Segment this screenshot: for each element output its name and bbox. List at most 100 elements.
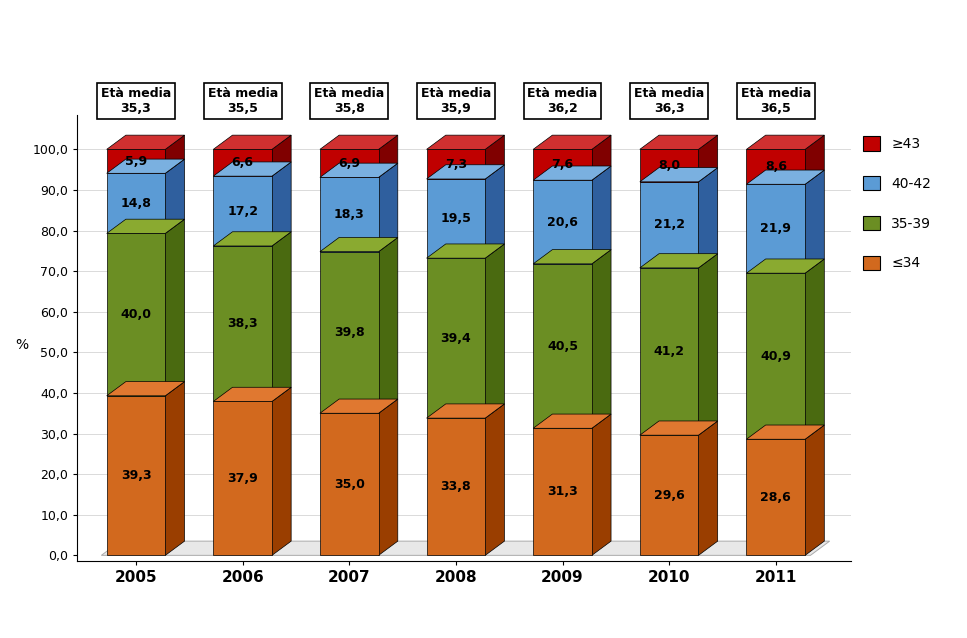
- Polygon shape: [747, 170, 824, 184]
- Text: 39,8: 39,8: [334, 326, 365, 339]
- Bar: [533, 264, 592, 428]
- Text: 14,8: 14,8: [121, 197, 152, 210]
- Text: 7,3: 7,3: [445, 158, 467, 171]
- Text: 40,9: 40,9: [760, 350, 791, 363]
- Text: 21,2: 21,2: [654, 218, 685, 232]
- Polygon shape: [379, 135, 397, 177]
- Bar: [747, 273, 806, 439]
- Bar: [533, 428, 592, 555]
- Text: 35,0: 35,0: [334, 478, 365, 491]
- Y-axis label: %: %: [15, 338, 28, 352]
- Polygon shape: [485, 135, 505, 179]
- Polygon shape: [806, 425, 824, 555]
- Bar: [747, 439, 806, 555]
- Polygon shape: [272, 232, 291, 401]
- Text: 20,6: 20,6: [547, 216, 578, 228]
- Text: 19,5: 19,5: [440, 212, 471, 225]
- Bar: [426, 418, 485, 555]
- Polygon shape: [214, 162, 291, 176]
- Polygon shape: [426, 244, 505, 258]
- Polygon shape: [747, 425, 824, 439]
- Bar: [320, 149, 379, 177]
- Bar: [747, 149, 806, 184]
- Text: 18,3: 18,3: [334, 208, 365, 221]
- Polygon shape: [592, 166, 611, 264]
- Text: 17,2: 17,2: [227, 205, 258, 218]
- Polygon shape: [106, 159, 185, 174]
- Polygon shape: [640, 421, 718, 435]
- Polygon shape: [102, 541, 830, 555]
- Polygon shape: [533, 414, 611, 428]
- Text: 40,5: 40,5: [547, 339, 578, 353]
- Polygon shape: [272, 387, 291, 555]
- Polygon shape: [485, 165, 505, 258]
- Polygon shape: [214, 232, 291, 246]
- Polygon shape: [320, 163, 397, 177]
- Legend: ≥43, 40-42, 35-39, ≤34: ≥43, 40-42, 35-39, ≤34: [858, 131, 937, 276]
- Bar: [106, 174, 165, 234]
- Text: Età media
36,3: Età media 36,3: [634, 87, 704, 115]
- Polygon shape: [106, 135, 185, 149]
- Text: 41,2: 41,2: [654, 345, 685, 358]
- Polygon shape: [106, 219, 185, 234]
- Text: Età media
36,5: Età media 36,5: [741, 87, 811, 115]
- Bar: [426, 258, 485, 418]
- Text: 28,6: 28,6: [760, 491, 791, 504]
- Bar: [214, 401, 272, 555]
- Polygon shape: [640, 168, 718, 182]
- Polygon shape: [379, 399, 397, 555]
- Text: Età media
35,3: Età media 35,3: [101, 87, 171, 115]
- Polygon shape: [214, 387, 291, 401]
- Polygon shape: [272, 135, 291, 176]
- Polygon shape: [592, 135, 611, 180]
- Polygon shape: [320, 135, 397, 149]
- Polygon shape: [106, 382, 185, 396]
- Text: 7,6: 7,6: [551, 158, 573, 171]
- Polygon shape: [320, 399, 397, 413]
- Polygon shape: [320, 237, 397, 251]
- Text: 8,0: 8,0: [659, 159, 680, 172]
- Polygon shape: [698, 135, 718, 182]
- Polygon shape: [379, 237, 397, 413]
- Polygon shape: [485, 244, 505, 418]
- Text: 38,3: 38,3: [227, 317, 258, 330]
- Text: 31,3: 31,3: [547, 486, 578, 498]
- Polygon shape: [698, 168, 718, 268]
- Bar: [214, 246, 272, 401]
- Text: 6,9: 6,9: [338, 157, 361, 170]
- Text: 21,9: 21,9: [760, 222, 791, 235]
- Text: 8,6: 8,6: [765, 160, 787, 174]
- Bar: [106, 396, 165, 555]
- Text: 39,4: 39,4: [441, 332, 471, 345]
- Bar: [106, 234, 165, 396]
- Bar: [640, 182, 698, 268]
- Polygon shape: [747, 135, 824, 149]
- Text: Età media
35,8: Età media 35,8: [314, 87, 385, 115]
- Bar: [106, 149, 165, 174]
- Bar: [320, 251, 379, 413]
- Polygon shape: [698, 421, 718, 555]
- Polygon shape: [485, 404, 505, 555]
- Polygon shape: [592, 249, 611, 428]
- Polygon shape: [806, 259, 824, 439]
- Polygon shape: [214, 135, 291, 149]
- Polygon shape: [379, 163, 397, 251]
- Text: 37,9: 37,9: [227, 472, 258, 485]
- Bar: [214, 149, 272, 176]
- Polygon shape: [698, 254, 718, 435]
- Polygon shape: [272, 162, 291, 246]
- Text: Età media
36,2: Età media 36,2: [527, 87, 598, 115]
- Text: Età media
35,5: Età media 35,5: [208, 87, 278, 115]
- Bar: [533, 180, 592, 264]
- Polygon shape: [165, 159, 185, 234]
- Bar: [640, 268, 698, 435]
- Polygon shape: [426, 165, 505, 179]
- Polygon shape: [426, 135, 505, 149]
- Text: 29,6: 29,6: [654, 489, 685, 501]
- Text: 39,3: 39,3: [121, 469, 151, 482]
- Bar: [214, 176, 272, 246]
- Polygon shape: [165, 382, 185, 555]
- Polygon shape: [592, 414, 611, 555]
- Bar: [426, 149, 485, 179]
- Polygon shape: [165, 219, 185, 396]
